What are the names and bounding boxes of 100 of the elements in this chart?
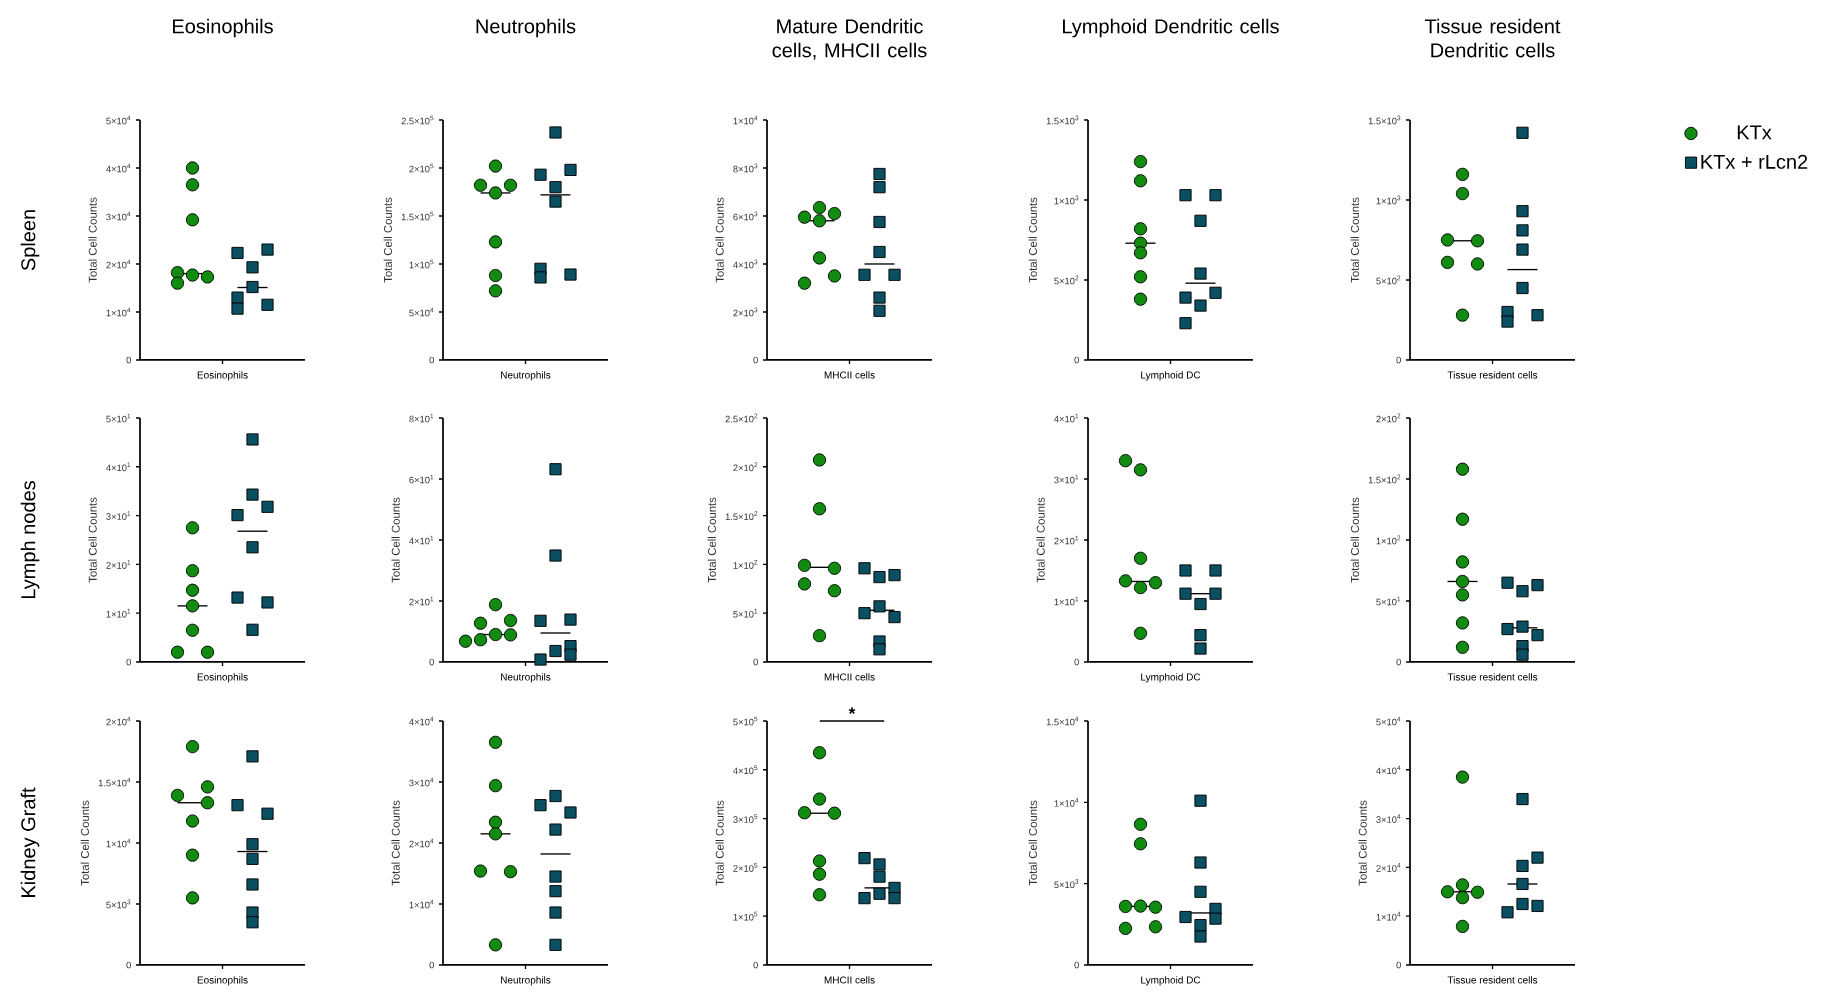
y-axis-title: Total Cell Counts — [80, 800, 89, 886]
y-tick-label: 1.5×10$^{3}$ — [1046, 115, 1079, 125]
point — [888, 268, 901, 281]
x-axis-title: MHCII cells — [824, 976, 875, 984]
point — [873, 643, 886, 656]
point — [231, 509, 244, 522]
y-tick-label: 1×10$^{1}$ — [106, 608, 131, 618]
point — [1455, 167, 1470, 181]
point — [1531, 851, 1544, 864]
y-tick-label: 2×10$^{3}$ — [733, 307, 758, 317]
y-tick-label: 3×10$^{1}$ — [1054, 474, 1079, 484]
x-axis-title: Tissue resident cells — [1447, 673, 1538, 681]
x-axis-title: Neutrophils — [501, 976, 551, 986]
y-tick-label: 5×10$^{5}$ — [733, 716, 758, 726]
point — [503, 865, 518, 879]
point — [873, 215, 886, 229]
y-tick-label: 1×10$^{2}$ — [1376, 535, 1401, 545]
point — [1455, 919, 1470, 934]
point — [1501, 906, 1514, 919]
point — [1516, 859, 1529, 872]
point — [1194, 642, 1207, 655]
point — [185, 891, 200, 905]
point — [873, 887, 886, 900]
y-tick-label: 0 — [429, 658, 434, 666]
y-tick-label: 3×10$^{1}$ — [106, 511, 131, 520]
point — [797, 210, 812, 224]
y-tick-label: 5×10$^{1}$ — [733, 608, 758, 618]
y-tick-label: 5×10$^{4}$ — [409, 307, 434, 317]
point — [246, 916, 259, 929]
x-axis-title: Lymphoid DC — [1141, 673, 1201, 683]
point — [473, 178, 488, 192]
y-tick-label: 2×10$^{4}$ — [409, 838, 434, 848]
y-tick-label: 1×10$^{5}$ — [409, 259, 434, 269]
point — [170, 645, 185, 659]
point — [488, 627, 503, 642]
y-tick-label: 1×10$^{2}$ — [733, 559, 758, 569]
point — [1516, 620, 1529, 633]
point — [185, 268, 200, 282]
chart-title: Neutrophils — [476, 18, 576, 38]
point — [1194, 214, 1207, 227]
point — [1455, 308, 1470, 322]
point — [261, 500, 274, 513]
point — [812, 792, 827, 806]
y-tick-label: 5×10$^{1}$ — [1376, 596, 1401, 606]
point — [488, 779, 503, 793]
y-tick-label: 2×10$^{4}$ — [106, 259, 131, 269]
point — [812, 453, 827, 467]
point — [200, 796, 215, 810]
y-tick-label: 5×10$^{2}$ — [1376, 275, 1401, 285]
y-axis-title: Total Cell Counts — [88, 197, 97, 283]
legend-label: KTx — [1737, 125, 1772, 140]
y-axis-title: Total Cell Counts — [1028, 800, 1037, 886]
point — [1516, 897, 1529, 911]
y-tick-label: 2×10$^{1}$ — [1054, 535, 1079, 545]
point — [231, 302, 244, 315]
point — [1501, 622, 1514, 636]
point — [170, 276, 185, 290]
point — [1209, 564, 1222, 577]
point — [1455, 574, 1470, 589]
y-tick-label: 4×10$^{4}$ — [1376, 765, 1401, 775]
chart-title: Mature Dendritic cells, MHCII cells — [772, 18, 927, 60]
point — [1194, 299, 1207, 312]
y-tick-label: 3×10$^{4}$ — [1376, 814, 1401, 823]
y-tick-label: 2.5×10$^{5}$ — [401, 115, 434, 125]
point — [488, 815, 503, 829]
y-tick-label: 1×10$^{4}$ — [1376, 911, 1401, 921]
point — [812, 214, 827, 228]
y-tick-label: 4×10$^{4}$ — [409, 716, 434, 726]
point — [1516, 793, 1529, 806]
y-tick-label: 1×10$^{3}$ — [1054, 195, 1079, 205]
point — [549, 463, 562, 476]
y-axis-title: Total Cell Counts — [1036, 497, 1045, 583]
point — [1118, 454, 1133, 468]
point — [1133, 899, 1148, 913]
point — [1133, 551, 1148, 565]
point — [1133, 580, 1148, 595]
point — [246, 878, 259, 891]
point — [1118, 899, 1133, 914]
point — [246, 541, 259, 554]
point — [1516, 648, 1529, 661]
y-tick-label: 0 — [126, 658, 131, 666]
point — [261, 807, 274, 820]
point — [873, 181, 886, 194]
point — [858, 562, 871, 575]
y-tick-label: 8×10$^{3}$ — [733, 163, 758, 173]
y-tick-label: 1×10$^{4}$ — [106, 307, 131, 317]
point — [185, 599, 200, 613]
point — [488, 938, 503, 952]
point — [1179, 317, 1192, 330]
text: Kidney Graft — [20, 787, 40, 897]
point — [1194, 629, 1207, 642]
point — [1209, 912, 1222, 925]
y-axis-title: Total Cell Counts — [715, 800, 724, 886]
point — [1209, 286, 1222, 299]
point — [1516, 243, 1529, 256]
y-tick-label: 2.5×10$^{2}$ — [725, 413, 758, 423]
x-axis-title: Eosinophils — [197, 673, 248, 683]
point — [246, 750, 259, 763]
y-tick-label: 5×10$^{4}$ — [1376, 716, 1401, 726]
y-tick-label: 8×10$^{1}$ — [409, 413, 434, 423]
